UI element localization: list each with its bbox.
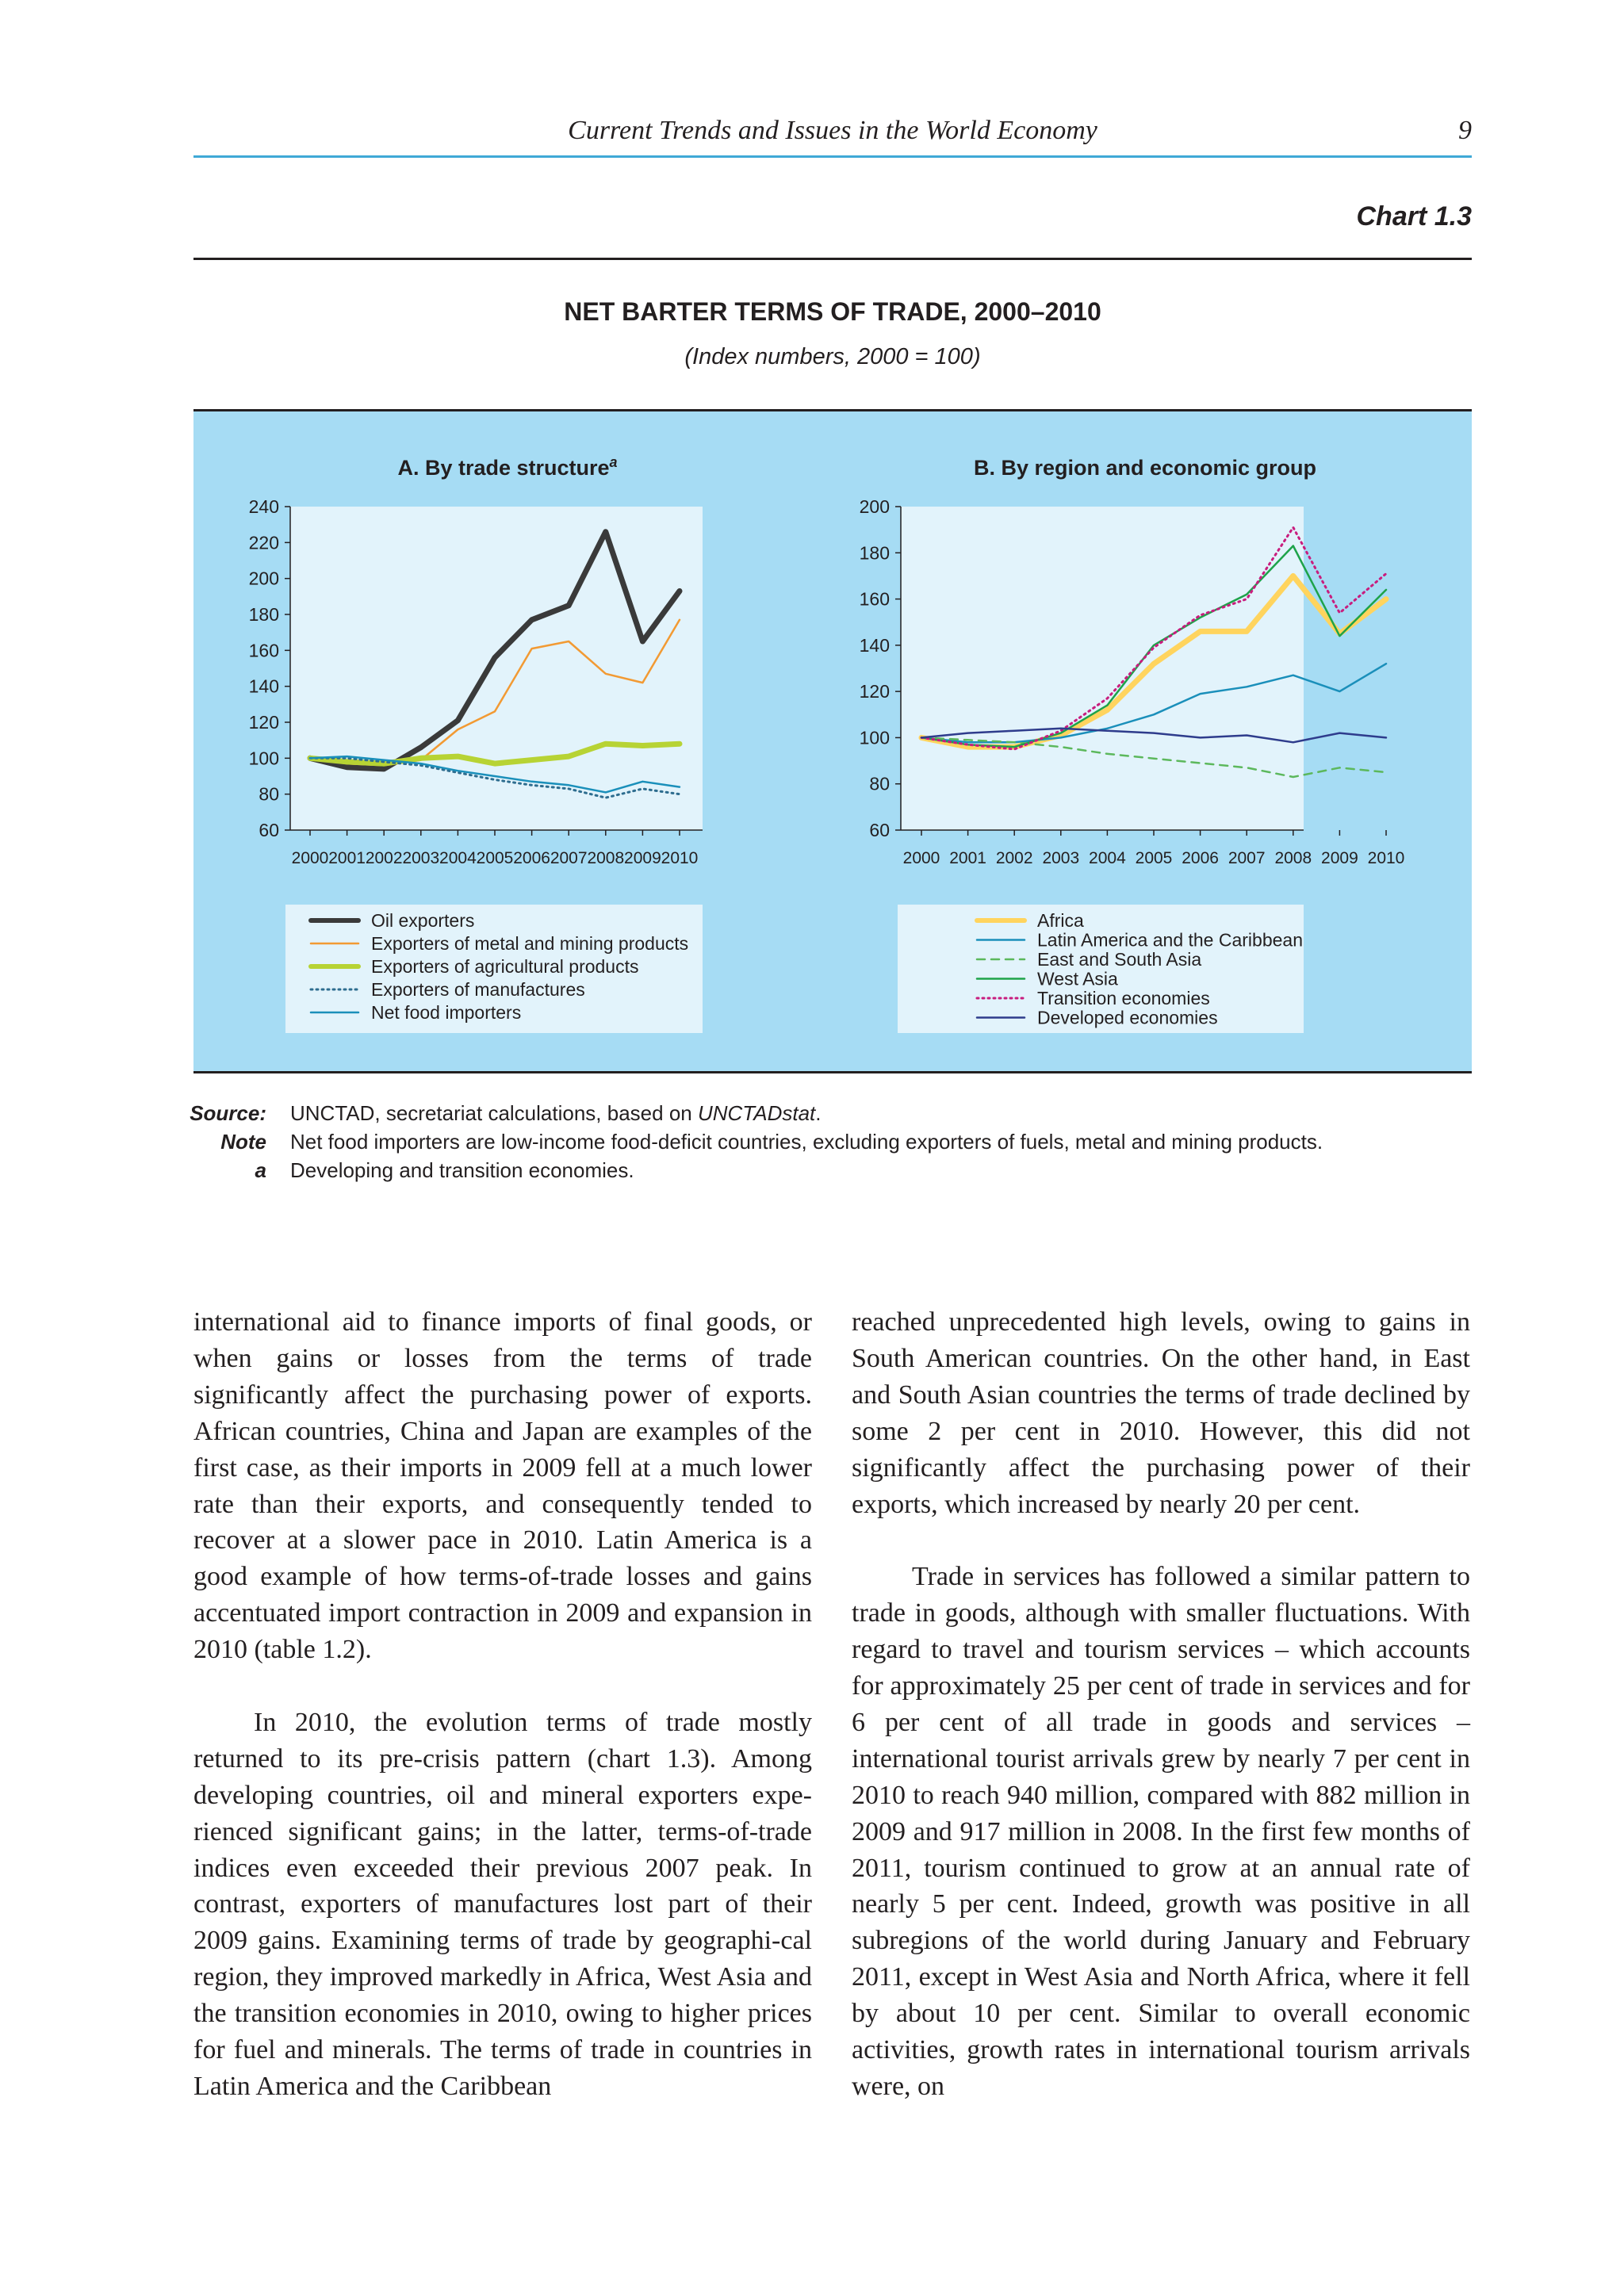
legend-label: Developed economies bbox=[1037, 1008, 1218, 1028]
y-tick-label: 160 bbox=[249, 640, 279, 660]
chart-panel: A. By trade structurea 60 80 100 120 140 160 18… bbox=[193, 409, 1472, 1073]
series-line-transition-economies bbox=[920, 526, 1388, 751]
note-text: Net food importers are low-income food-d… bbox=[290, 1130, 1323, 1154]
x-tick-label: 2005 bbox=[1136, 849, 1173, 867]
series-line-oil-exporters bbox=[307, 529, 683, 772]
series-line-west-asia bbox=[920, 545, 1388, 748]
legend-label: Net food importers bbox=[371, 1002, 521, 1023]
source-text-before: UNCTAD, secretariat calculations, based … bbox=[290, 1101, 698, 1125]
x-tick-label: 2007 bbox=[1228, 849, 1266, 867]
legend-label: Africa bbox=[1037, 910, 1084, 931]
title-superscript: a bbox=[610, 454, 618, 470]
series-line-exporters-of-manufactures bbox=[308, 756, 681, 799]
y-tick-label: 80 bbox=[259, 784, 279, 805]
charts-svg: A. By trade structurea 60 80 100 120 140 160 18… bbox=[249, 454, 1405, 1033]
body-column-right: reached unprecedented high levels, owing… bbox=[852, 1304, 1470, 2105]
x-tick-label: 2006 bbox=[513, 849, 550, 867]
x-tick-label: 2003 bbox=[402, 849, 439, 867]
y-tick-label: 100 bbox=[249, 748, 279, 768]
x-tick-label: 2004 bbox=[439, 849, 477, 867]
note-label: Note bbox=[220, 1130, 266, 1154]
legend-label: East and South Asia bbox=[1037, 949, 1201, 970]
source-text: UNCTAD, secretariat calculations, based … bbox=[290, 1099, 822, 1127]
legend-label: West Asia bbox=[1037, 969, 1118, 989]
footnote-a-label: a bbox=[255, 1158, 266, 1182]
y-tick-label: 200 bbox=[860, 496, 890, 517]
y-tick-label: 180 bbox=[860, 542, 890, 563]
legend-label: Transition economies bbox=[1037, 988, 1210, 1008]
y-tick-label: 60 bbox=[259, 820, 279, 840]
y-tick-label: 220 bbox=[249, 532, 279, 553]
y-tick-label: 80 bbox=[869, 774, 890, 794]
legend-label: Oil exporters bbox=[371, 910, 474, 931]
chart-top-rule bbox=[193, 258, 1472, 260]
plot-area bbox=[901, 507, 1304, 830]
x-tick-label: 2002 bbox=[996, 849, 1033, 867]
figure-subtitle: (Index numbers, 2000 = 100) bbox=[684, 344, 981, 369]
x-tick-label: 2005 bbox=[477, 849, 514, 867]
x-tick-label: 2004 bbox=[1089, 849, 1126, 867]
body-paragraph: Trade in services has followed a similar… bbox=[852, 1562, 1470, 2102]
source-text-italic: UNCTADstat bbox=[697, 1101, 816, 1125]
x-tick-label: 2001 bbox=[949, 849, 986, 867]
x-tick-label: 2009 bbox=[624, 849, 661, 867]
y-tick-label: 100 bbox=[860, 727, 890, 748]
panel-title: A. By trade structurea bbox=[397, 454, 617, 480]
footnote-a-row: a Developing and transition economies. bbox=[193, 1156, 1472, 1184]
y-tick-label: 140 bbox=[860, 635, 890, 656]
x-tick-label: 2008 bbox=[587, 849, 624, 867]
legend-label: Exporters of manufactures bbox=[371, 979, 585, 1000]
legend-label: Latin America and the Caribbean bbox=[1037, 930, 1303, 951]
x-tick-label: 2009 bbox=[1321, 849, 1358, 867]
figure-title: NET BARTER TERMS OF TRADE, 2000–2010 bbox=[564, 297, 1101, 326]
source-notes: Source: UNCTAD, secretariat calculations… bbox=[190, 1099, 1472, 1184]
x-tick-label: 2006 bbox=[1182, 849, 1219, 867]
running-head: Current Trends and Issues in the World E… bbox=[193, 111, 1472, 158]
y-tick-label: 240 bbox=[249, 496, 279, 517]
body-paragraph: In 2010, the evolution terms of trade mo… bbox=[193, 1707, 812, 2102]
source-label: Source: bbox=[190, 1101, 266, 1125]
series-line-net-food-importers bbox=[308, 755, 681, 794]
y-tick-label: 120 bbox=[860, 681, 890, 702]
series-line-east-and-south-asia bbox=[920, 737, 1388, 779]
x-tick-label: 2008 bbox=[1274, 849, 1312, 867]
y-tick-label: 60 bbox=[869, 820, 890, 840]
x-tick-label: 2002 bbox=[366, 849, 403, 867]
body-column-left: international aid to finance imports of … bbox=[193, 1304, 812, 2105]
source-text-after: . bbox=[815, 1101, 822, 1125]
running-title: Current Trends and Issues in the World E… bbox=[568, 116, 1097, 145]
y-tick-label: 200 bbox=[249, 568, 279, 589]
y-tick-label: 160 bbox=[860, 589, 890, 610]
legend-box bbox=[898, 905, 1304, 1033]
x-tick-label: 2010 bbox=[661, 849, 699, 867]
series-line-developed-economies bbox=[920, 727, 1388, 744]
y-tick-label: 140 bbox=[249, 676, 279, 697]
legend-label: Exporters of metal and mining products bbox=[371, 933, 688, 954]
series-line-exporters-of-agricultural-products bbox=[307, 740, 683, 767]
body-paragraph: reached unprecedented high levels, owing… bbox=[852, 1307, 1470, 1519]
x-tick-label: 2000 bbox=[903, 849, 940, 867]
footnote-a-text: Developing and transition economies. bbox=[290, 1158, 634, 1182]
panel-title: B. By region and economic group bbox=[974, 456, 1316, 480]
y-tick-label: 180 bbox=[249, 604, 279, 625]
x-tick-label: 2001 bbox=[328, 849, 366, 867]
x-tick-label: 2010 bbox=[1368, 849, 1405, 867]
body-paragraph: international aid to finance imports of … bbox=[193, 1307, 812, 1665]
y-tick-label: 120 bbox=[249, 712, 279, 733]
legend-label: Exporters of agricultural products bbox=[371, 956, 639, 977]
chart-number-label: Chart 1.3 bbox=[1356, 201, 1473, 232]
note-row: Note Net food importers are low-income f… bbox=[193, 1127, 1472, 1156]
page-number: 9 bbox=[1458, 116, 1472, 145]
source-row: Source: UNCTAD, secretariat calculations… bbox=[190, 1099, 1472, 1127]
x-tick-label: 2003 bbox=[1042, 849, 1079, 867]
x-tick-label: 2000 bbox=[292, 849, 329, 867]
x-tick-label: 2007 bbox=[550, 849, 588, 867]
